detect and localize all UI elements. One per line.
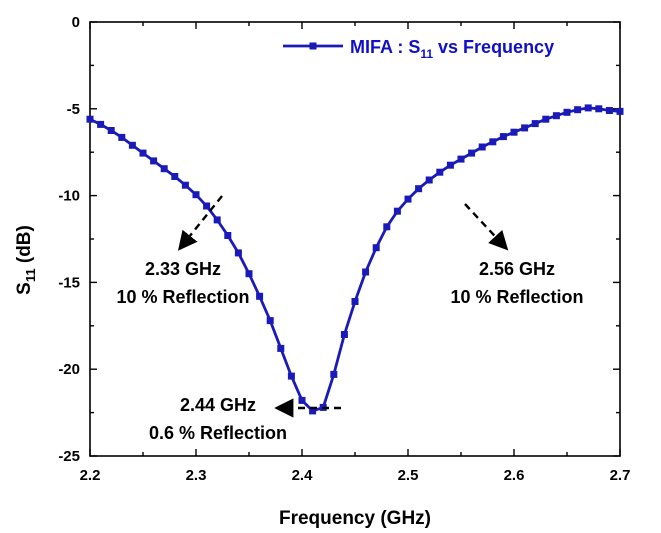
data-point [415,185,423,193]
y-tick-label: -10 [58,188,80,205]
data-point [309,407,317,415]
x-tick-label: 2.5 [398,467,419,484]
y-tick-label: -5 [67,101,80,118]
y-tick-label: -20 [58,361,80,378]
data-point [552,112,560,120]
axis-ticks [89,21,621,457]
data-point [287,372,295,380]
annotation-2-33-freq: 2.33 GHz [145,259,221,279]
x-axis-title: Frequency (GHz) [279,508,431,529]
legend-label: MIFA : S11 vs Frequency [350,37,554,61]
annotation-2-44-freq: 2.44 GHz [180,395,256,415]
data-point [107,127,115,134]
data-point [605,107,613,114]
data-point [584,104,592,112]
annotation-2-44-reflection: 0.6 % Reflection [149,423,287,443]
y-axis-title: S11 (dB) [14,225,38,295]
annotation-2-33-reflection: 10 % Reflection [116,287,249,307]
data-point [425,176,433,184]
data-point [457,155,465,163]
data-point [171,173,179,180]
data-point [224,232,232,239]
data-point [468,149,476,157]
x-tick-label: 2.2 [80,467,101,484]
data-point [256,292,264,300]
data-point [181,181,189,189]
data-point [574,106,582,114]
data-point [97,120,105,128]
data-point [139,149,147,157]
data-point [203,202,211,210]
data-point [362,268,370,276]
annotation-arrow-2-33 [177,195,223,251]
data-point [521,124,529,132]
data-point [436,168,444,176]
annotation-arrow-2-56 [464,203,509,251]
data-point [118,133,126,141]
data-point [595,105,603,113]
data-point [330,370,338,378]
data-point [160,165,168,173]
plot-frame [89,21,621,457]
data-point [563,108,571,116]
data-point [404,195,412,203]
y-tick-label: -15 [58,274,80,291]
data-point [150,157,158,165]
legend-marker-sample [309,42,317,50]
data-point [128,141,136,149]
x-tick-label: 2.6 [504,467,525,484]
data-point [616,107,624,115]
data-point [393,207,401,215]
data-point [478,143,486,151]
data-point [192,191,200,199]
data-point [340,331,348,338]
legend: MIFA : S11 vs Frequency [283,37,554,61]
data-point [298,396,306,404]
annotation-2-56-reflection: 10 % Reflection [450,287,583,307]
data-point [542,115,550,123]
data-point [489,138,497,146]
data-point [86,115,94,123]
data-point [213,216,221,224]
data-point [372,244,380,252]
s11-series-markers [86,104,624,415]
data-point [234,249,242,257]
data-point [266,317,274,325]
data-point [245,270,253,278]
data-point [383,223,391,231]
y-tick-labels: 0 -5 -10 -15 -20 -25 [58,14,80,465]
x-tick-labels: 2.2 2.3 2.4 2.5 2.6 2.7 [80,467,631,484]
x-tick-label: 2.3 [186,467,207,484]
annotation-2-56-freq: 2.56 GHz [479,259,555,279]
data-point [351,298,359,305]
x-tick-label: 2.7 [610,467,631,484]
y-tick-label: -25 [58,448,80,465]
y-tick-label: 0 [72,14,80,31]
data-point [510,128,518,136]
data-point [531,120,539,128]
x-tick-label: 2.4 [292,467,314,484]
data-point [277,344,285,352]
data-point [446,161,454,169]
data-point [499,133,507,141]
